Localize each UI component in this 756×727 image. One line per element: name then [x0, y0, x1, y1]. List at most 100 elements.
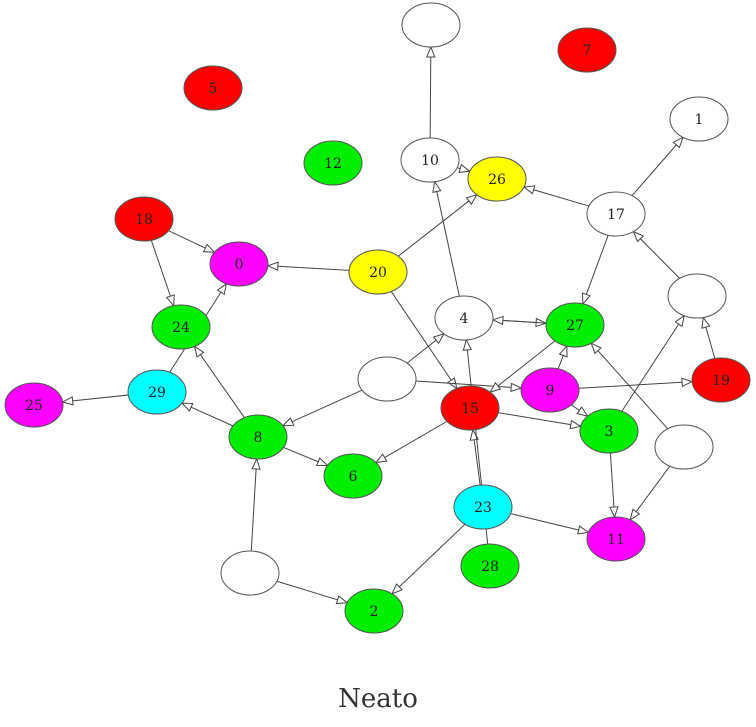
node-label: 15 — [461, 401, 479, 417]
arrowhead-icon — [672, 136, 684, 149]
node-2[interactable]: 2 — [344, 588, 404, 634]
node-ellipse[interactable] — [114, 196, 174, 242]
node-20[interactable]: 20 — [348, 249, 408, 295]
edge-nB-n2 — [276, 580, 349, 605]
node-ellipse[interactable] — [557, 27, 617, 73]
edge-line — [635, 465, 671, 513]
node-label: 25 — [25, 398, 43, 414]
node-29[interactable]: 29 — [127, 369, 187, 415]
node-28[interactable]: 28 — [460, 543, 520, 589]
node-27[interactable]: 27 — [545, 302, 605, 348]
node-5[interactable]: 5 — [183, 65, 243, 111]
node-ellipse[interactable] — [667, 273, 727, 319]
arrowhead-icon — [432, 333, 445, 345]
node-ellipse[interactable] — [440, 385, 500, 431]
arrowhead-icon — [251, 457, 261, 470]
arrowhead-icon — [590, 342, 602, 355]
node-ellipse[interactable] — [183, 65, 243, 111]
node-ellipse[interactable] — [434, 295, 494, 341]
arrowhead-icon — [576, 406, 589, 417]
node-ellipse[interactable] — [228, 414, 288, 460]
edge-n23-n2 — [391, 523, 466, 595]
node-ellipse[interactable] — [344, 588, 404, 634]
node-label: 29 — [148, 385, 166, 401]
arrowhead-icon — [458, 163, 472, 173]
node-nM[interactable] — [357, 356, 417, 402]
node-ellipse[interactable] — [220, 550, 280, 596]
node-ellipse[interactable] — [579, 408, 639, 454]
node-26[interactable]: 26 — [467, 156, 527, 202]
node-3[interactable]: 3 — [579, 408, 639, 454]
node-ellipse[interactable] — [357, 356, 417, 402]
node-ellipse[interactable] — [586, 516, 646, 562]
node-nB[interactable] — [220, 550, 280, 596]
node-15[interactable]: 15 — [440, 385, 500, 431]
node-ellipse[interactable] — [303, 140, 363, 186]
edge-line — [557, 355, 564, 370]
node-12[interactable]: 12 — [303, 140, 363, 186]
node-ellipse[interactable] — [209, 241, 269, 287]
node-18[interactable]: 18 — [114, 196, 174, 242]
node-17[interactable]: 17 — [586, 191, 646, 237]
node-label: 2 — [370, 604, 379, 620]
node-ellipse[interactable] — [545, 302, 605, 348]
node-7[interactable]: 7 — [557, 27, 617, 73]
edge-nB-n8 — [250, 457, 261, 552]
node-ellipse[interactable] — [586, 191, 646, 237]
arrowhead-icon — [374, 453, 388, 464]
node-ellipse[interactable] — [323, 453, 383, 499]
edges-layer — [61, 45, 716, 605]
edge-n23-n11 — [510, 513, 590, 535]
node-label: 17 — [607, 207, 625, 223]
node-0[interactable]: 0 — [209, 241, 269, 287]
edge-n17-n1 — [631, 136, 684, 196]
node-10[interactable]: 10 — [400, 137, 460, 183]
node-label: 20 — [369, 265, 387, 281]
node-ellipse[interactable] — [669, 96, 729, 142]
node-ellipse[interactable] — [467, 156, 527, 202]
edge-line — [429, 56, 432, 139]
node-label: 6 — [349, 469, 358, 485]
node-ellipse[interactable] — [151, 304, 211, 350]
node-24[interactable]: 24 — [151, 304, 211, 350]
node-ellipse[interactable] — [520, 367, 580, 413]
node-ellipse[interactable] — [4, 382, 64, 428]
arrowhead-icon — [465, 193, 478, 205]
edge-line — [406, 339, 437, 364]
edge-line — [199, 354, 245, 418]
node-19[interactable]: 19 — [691, 357, 751, 403]
node-ellipse[interactable] — [348, 249, 408, 295]
node-ellipse[interactable] — [401, 2, 461, 48]
arrowhead-icon — [522, 185, 536, 195]
edge-n8-n6 — [283, 447, 329, 467]
node-8[interactable]: 8 — [228, 414, 288, 460]
edge-n10-n26 — [457, 163, 472, 173]
node-25[interactable]: 25 — [4, 382, 64, 428]
arrowhead-icon — [391, 583, 403, 595]
edge-line — [277, 265, 350, 271]
node-label: 26 — [488, 172, 506, 188]
edge-line — [276, 580, 338, 601]
node-label: 0 — [235, 257, 244, 273]
edge-n18-n24 — [150, 240, 175, 307]
node-ellipse[interactable] — [460, 543, 520, 589]
edge-line — [571, 404, 580, 411]
node-nRB[interactable] — [654, 424, 714, 470]
edge-line — [283, 447, 319, 463]
edge-line — [190, 406, 234, 427]
node-nTop[interactable] — [401, 2, 461, 48]
node-23[interactable]: 23 — [453, 484, 513, 530]
node-11[interactable]: 11 — [586, 516, 646, 562]
node-ellipse[interactable] — [691, 357, 751, 403]
node-ellipse[interactable] — [400, 137, 460, 183]
node-ellipse[interactable] — [453, 484, 513, 530]
node-4[interactable]: 4 — [434, 295, 494, 341]
arrowhead-icon — [193, 345, 205, 358]
node-1[interactable]: 1 — [669, 96, 729, 142]
edge-line — [250, 468, 257, 552]
node-ellipse[interactable] — [127, 369, 187, 415]
node-9[interactable]: 9 — [520, 367, 580, 413]
node-6[interactable]: 6 — [323, 453, 383, 499]
node-nR[interactable] — [667, 273, 727, 319]
node-ellipse[interactable] — [654, 424, 714, 470]
